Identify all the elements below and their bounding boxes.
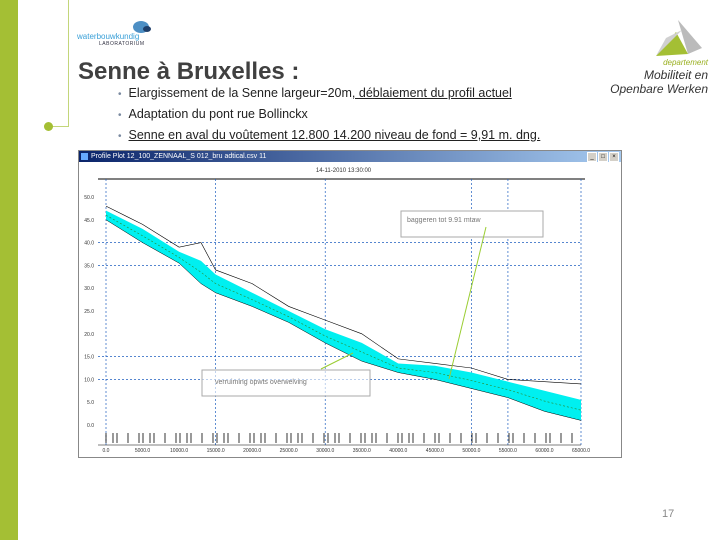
mid-line (105, 214, 582, 411)
plot-title: 14-11-2010 13:30:00 (316, 168, 372, 174)
annotation-text: baggeren tot 9.91 mtaw (407, 217, 481, 224)
annotation-box (400, 210, 544, 238)
x-tick-label: 10000.0 (170, 448, 188, 454)
y-tick-label: 30.0 (84, 286, 94, 292)
x-tick-label: 55000.0 (499, 448, 517, 454)
app-icon (81, 153, 88, 160)
page-number: 17 (662, 508, 675, 520)
y-tick-label: 15.0 (84, 355, 94, 361)
bullet-item: • Elargissement de la Senne largeur=20m, … (118, 86, 512, 100)
x-tick-label: 35000.0 (353, 448, 371, 454)
bullet-list: • Elargissement de la Senne largeur=20m, … (118, 86, 540, 149)
x-tick-label: 45000.0 (426, 448, 444, 454)
x-tick-label: 15000.0 (207, 448, 225, 454)
x-tick-label: 5000.0 (135, 448, 151, 454)
annotation-box (201, 369, 371, 397)
annotation-arrow (448, 226, 487, 380)
profile-plot-window: Profile Plot 12_100_ZENNAAL_S 012_bru ad… (78, 150, 622, 458)
bank-line (105, 205, 582, 385)
x-tick-label: 0.0 (103, 448, 110, 454)
y-tick-label: 5.0 (87, 400, 94, 406)
bullet-item: • Senne en aval du voûtement 12.800 14.20… (118, 128, 541, 142)
close-button[interactable]: × (609, 152, 619, 162)
annotation-arrow (320, 352, 354, 370)
x-tick-label: 30000.0 (316, 448, 334, 454)
window-titlebar: Profile Plot 12_100_ZENNAAL_S 012_bru ad… (79, 151, 621, 162)
maximize-button[interactable]: □ (598, 152, 608, 162)
x-tick-label: 20000.0 (243, 448, 261, 454)
bullet-item: • Adaptation du pont rue Bollinckx (118, 107, 308, 121)
bed-line (105, 219, 582, 421)
x-tick-label: 60000.0 (535, 448, 553, 454)
x-tick-label: 50000.0 (462, 448, 480, 454)
y-tick-label: 40.0 (84, 241, 94, 247)
y-tick-label: 35.0 (84, 263, 94, 269)
decor-line (50, 126, 69, 127)
water-band (106, 210, 581, 421)
decor-line (68, 0, 69, 126)
decor-dot (44, 122, 53, 131)
y-tick-label: 20.0 (84, 332, 94, 338)
y-tick-label: 0.0 (87, 423, 94, 429)
y-tick-label: 10.0 (84, 377, 94, 383)
minimize-button[interactable]: _ (587, 152, 597, 162)
x-tick-label: 40000.0 (389, 448, 407, 454)
x-tick-label: 25000.0 (280, 448, 298, 454)
y-tick-label: 45.0 (84, 218, 94, 224)
y-tick-label: 50.0 (84, 195, 94, 201)
slide-title: Senne à Bruxelles : (78, 58, 300, 85)
accent-bar (0, 0, 18, 540)
profile-chart: 14-11-2010 13:30:00 0.0 5.0 10.0 15.0 20.0 25.… (84, 168, 590, 454)
x-tick-label: 65000.0 (572, 448, 590, 454)
annotation-text: verruiming opwts overwelving (215, 379, 307, 386)
y-tick-label: 25.0 (84, 309, 94, 315)
